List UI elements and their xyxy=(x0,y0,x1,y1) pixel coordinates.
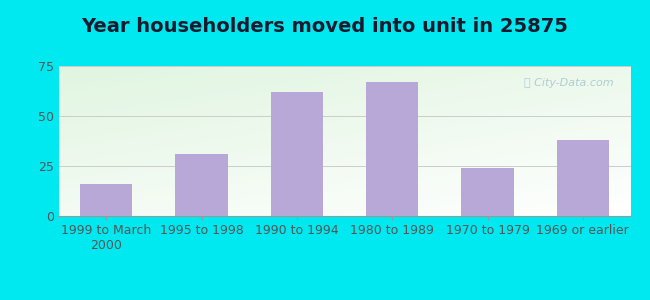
Text: Year householders moved into unit in 25875: Year householders moved into unit in 258… xyxy=(81,17,569,37)
Bar xyxy=(80,184,133,216)
Bar xyxy=(270,92,323,216)
Text: ⓘ City-Data.com: ⓘ City-Data.com xyxy=(524,78,614,88)
Bar xyxy=(462,168,514,216)
Bar xyxy=(366,82,419,216)
Bar xyxy=(176,154,227,216)
Bar xyxy=(556,140,609,216)
